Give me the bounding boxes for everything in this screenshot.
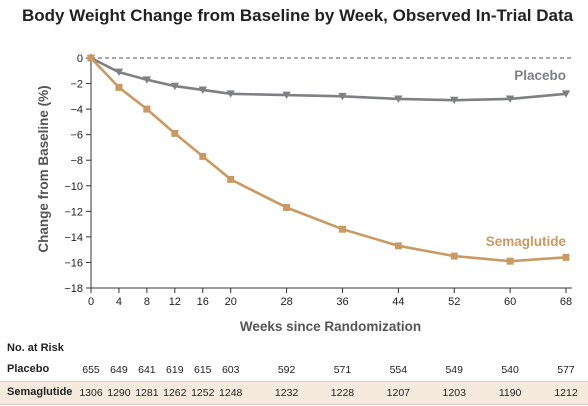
risk-row-label: Semaglutide: [7, 386, 73, 398]
x-tick-label: 12: [169, 296, 181, 308]
series-line-semaglutide: [90, 57, 567, 263]
risk-row-label: Placebo: [7, 363, 50, 375]
data-point-placebo: [394, 95, 403, 103]
risk-value: 1190: [498, 387, 522, 399]
line-chart: 0 −2 −4 −6 −8 −10 −12 −14 −16 −18 0 4 8 12 16 20 28 36 44 5…: [36, 53, 572, 334]
y-axis-title: Change from Baseline (%): [36, 85, 51, 252]
risk-divider: [0, 404, 588, 405]
x-tick-label: 36: [336, 296, 348, 308]
data-point-semaglutide: [506, 257, 514, 265]
risk-value: 655: [82, 364, 100, 376]
x-tick-label: 68: [560, 296, 572, 308]
risk-value: 1306: [79, 387, 103, 399]
y-tick-label: −12: [64, 206, 83, 218]
risk-value: 1228: [330, 387, 355, 399]
risk-value: 549: [445, 364, 463, 376]
risk-value: 1248: [219, 387, 243, 399]
x-tick-label: 16: [197, 296, 209, 308]
x-tick-label: 8: [144, 296, 150, 308]
data-point-semaglutide: [171, 129, 179, 137]
risk-value: 1232: [274, 387, 299, 399]
risk-value: 641: [138, 364, 156, 376]
risk-value: 1262: [163, 387, 187, 399]
risk-value: 1207: [386, 387, 411, 399]
risk-value: 619: [166, 364, 184, 376]
data-point-semaglutide: [562, 253, 570, 261]
risk-value: 1290: [107, 387, 131, 399]
risk-divider: [0, 381, 588, 382]
data-point-placebo: [142, 76, 152, 84]
risk-value: 1281: [135, 387, 159, 399]
risk-value: 615: [193, 364, 212, 376]
y-tick-label: −10: [64, 181, 83, 193]
series-label-semaglutide: Semaglutide: [486, 234, 567, 249]
risk-value: 1203: [442, 387, 466, 399]
y-tick-label: −18: [64, 283, 83, 295]
x-axis-title: Weeks since Randomization: [240, 319, 421, 334]
risk-value: 571: [333, 364, 352, 376]
risk-value: 649: [110, 364, 128, 376]
y-tick-label: −6: [70, 130, 83, 142]
risk-row-placebo: Placebo 655 649 641 619 615 603 592 571 554 549 54…: [0, 359, 588, 381]
chart-title: Body Weight Change from Baseline by Week…: [22, 6, 574, 25]
risk-row-semaglutide: Semaglutide 1306 1290 1281 1262 1252 1248 1232…: [0, 382, 588, 404]
data-point-semaglutide: [283, 204, 291, 211]
y-tick-label: −14: [64, 232, 83, 244]
data-point-semaglutide: [87, 54, 95, 62]
y-tick-label: 0: [77, 53, 83, 65]
risk-value: 1252: [191, 387, 215, 399]
risk-value: 603: [221, 364, 240, 376]
x-tick-label: 44: [392, 296, 404, 308]
series-label-placebo: Placebo: [514, 68, 566, 83]
y-tick-label: −4: [70, 104, 83, 116]
data-point-semaglutide: [227, 175, 235, 183]
data-point-placebo: [561, 90, 571, 98]
risk-value: 540: [501, 364, 519, 376]
x-tick-label: 52: [448, 296, 460, 308]
data-point-placebo: [170, 82, 180, 91]
data-point-semaglutide: [199, 152, 207, 160]
x-tick-label: 0: [88, 296, 94, 308]
data-point-semaglutide: [115, 83, 123, 91]
x-tick-label: 60: [504, 296, 516, 308]
risk-value: 554: [389, 364, 408, 376]
data-point-placebo: [282, 91, 291, 100]
data-point-placebo: [505, 95, 515, 103]
data-point-placebo: [114, 68, 124, 77]
y-tick-label: −16: [64, 257, 83, 269]
y-tick-label: −2: [70, 79, 83, 91]
data-point-semaglutide: [450, 252, 458, 260]
data-point-placebo: [338, 92, 347, 101]
data-point-semaglutide: [394, 242, 402, 250]
data-point-semaglutide: [143, 105, 151, 113]
data-point-placebo: [450, 96, 459, 105]
risk-value: 577: [557, 364, 575, 376]
y-tick-label: −8: [70, 155, 83, 167]
data-point-placebo: [226, 90, 235, 98]
data-point-semaglutide: [338, 225, 346, 233]
x-tick-label: 28: [280, 296, 292, 308]
x-tick-label: 4: [116, 296, 122, 308]
risk-value: 592: [277, 364, 296, 376]
data-point-placebo: [198, 86, 207, 94]
risk-value: 1212: [554, 387, 578, 399]
series-line-placebo: [90, 56, 567, 102]
x-tick-label: 20: [225, 296, 237, 308]
risk-table-header: No. at Risk: [7, 342, 64, 354]
